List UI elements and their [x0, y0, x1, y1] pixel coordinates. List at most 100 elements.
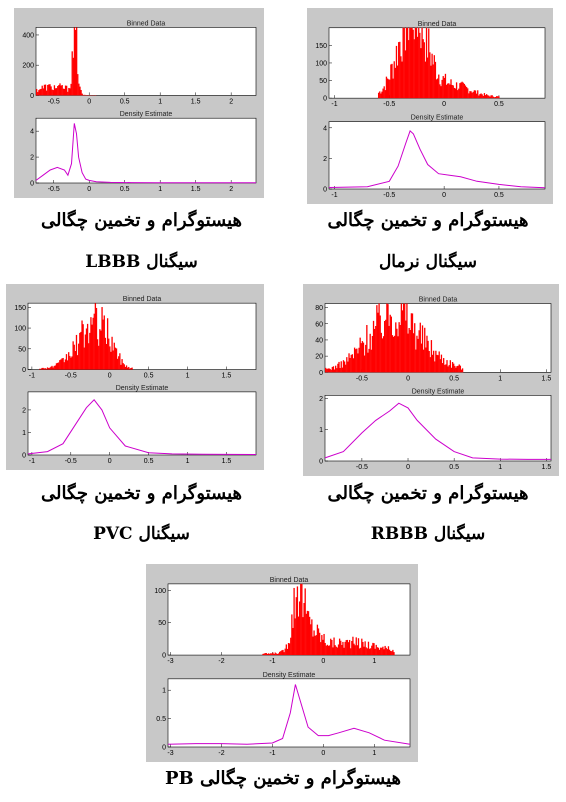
hist-bar: [373, 328, 376, 373]
hist-bar: [396, 328, 398, 373]
hist-bar: [362, 342, 365, 373]
hist-bar: [304, 588, 306, 656]
hist-bar: [423, 42, 425, 99]
hist-bar: [284, 648, 286, 656]
hist-bar: [125, 365, 128, 370]
hist-bar: [45, 368, 48, 370]
hist-bar: [345, 364, 347, 373]
hist-bar: [431, 354, 434, 373]
hist-bar: [58, 362, 60, 370]
hist-bar: [73, 344, 75, 370]
density-xtick-label: 1: [498, 464, 502, 471]
hist-bar: [427, 340, 429, 373]
density-xtick-label: -1: [29, 458, 35, 465]
hist-bar: [71, 356, 73, 370]
hist-bar: [350, 354, 352, 373]
hist-bar: [262, 653, 264, 656]
hist-bar: [378, 649, 381, 656]
hist-bar: [114, 347, 117, 370]
hist-bar: [484, 95, 487, 99]
density-xtick-label: 0: [321, 750, 325, 757]
hist-bar: [344, 641, 346, 656]
density-xtick-label: -0.5: [383, 192, 395, 199]
density-xtick-label: -0.5: [356, 464, 368, 471]
hist-bar: [450, 79, 452, 99]
hist-bar: [74, 351, 77, 370]
hist-bar: [492, 96, 494, 99]
hist-bar: [300, 583, 302, 656]
hist-bar: [394, 335, 396, 373]
density-ytick-label: 4: [323, 125, 327, 132]
caption-lbbb-line2: سیگنال LBBB: [85, 252, 198, 272]
hist-bar: [335, 646, 337, 656]
hist-bar: [83, 94, 86, 96]
density-ytick-label: 1: [319, 427, 323, 434]
hist-bar: [433, 55, 435, 99]
hist-bar: [280, 651, 282, 656]
hist-title: Binned Data: [127, 20, 166, 27]
hist-bar: [79, 86, 81, 96]
hist-bar: [410, 27, 412, 99]
hist-bar: [435, 79, 438, 99]
hist-bar: [356, 348, 358, 373]
density-curve: [35, 123, 256, 184]
hist-bar: [360, 647, 362, 656]
density-xtick-label: -0.5: [48, 186, 60, 193]
density-xtick-label: 0.5: [144, 458, 154, 465]
hist-axes: Binned Data 0 50 100 150 -1 -0.5 0 0.5 1 1.5: [14, 296, 257, 380]
density-xtick-label: 0.5: [120, 186, 130, 193]
hist-bar: [46, 367, 49, 370]
hist-bar: [498, 96, 500, 99]
density-xtick-label: 0: [406, 464, 410, 471]
hist-bar: [393, 61, 395, 99]
hist-bar: [330, 638, 332, 656]
hist-bar: [320, 642, 322, 656]
hist-ytick-label: 150: [315, 43, 327, 50]
hist-bar: [430, 340, 433, 373]
hist-bar: [438, 351, 440, 373]
hist-ytick-label: 50: [18, 346, 26, 353]
hist-bar: [275, 653, 277, 656]
hist-bar: [61, 358, 63, 370]
density-ytick-label: 1: [162, 688, 166, 695]
hist-bar: [442, 76, 444, 99]
hist-bar: [340, 640, 342, 656]
hist-bar: [346, 357, 348, 373]
hist-bar: [66, 360, 69, 370]
hist-bar: [375, 326, 377, 373]
hist-bar: [485, 94, 488, 99]
hist-bar: [391, 335, 394, 373]
hist-bar: [46, 90, 48, 96]
hist-bar: [357, 638, 360, 656]
hist-bar: [282, 649, 284, 656]
hist-bar: [455, 82, 458, 99]
hist-ytick-label: 80: [315, 305, 323, 312]
density-ytick-label: 4: [30, 129, 34, 136]
hist-bar: [436, 354, 438, 373]
hist-bar: [321, 635, 323, 656]
density-xtick-label: 2: [229, 186, 233, 193]
caption-pvc-line1: هیستوگرام و تخمین چگالی: [40, 483, 243, 504]
hist-bar: [287, 643, 290, 656]
hist-bar: [365, 647, 367, 656]
density-curve: [324, 402, 551, 460]
hist-bar: [392, 78, 394, 99]
hist-bar: [44, 84, 47, 96]
density-xtick-label: 0: [442, 192, 446, 199]
hist-bar: [108, 338, 110, 370]
hist-bar: [325, 367, 327, 373]
hist-bar: [281, 650, 283, 656]
hist-bar: [53, 85, 56, 96]
hist-xtick-label: -0.5: [383, 101, 395, 108]
hist-bar: [459, 83, 461, 99]
hist-bar: [380, 647, 382, 656]
hist-bar: [361, 638, 363, 656]
hist-bar: [269, 653, 271, 656]
hist-bar: [389, 79, 391, 99]
hist-bar: [52, 90, 54, 96]
density-axes: Density Estimate 0 1 2 -1 -0.5 0 0.5 1 1.5: [22, 385, 257, 465]
hist-xtick-label: 1.5: [542, 375, 552, 382]
hist-bar: [90, 317, 92, 370]
hist-xtick-label: 0: [108, 373, 112, 380]
hist-bar: [451, 362, 454, 373]
